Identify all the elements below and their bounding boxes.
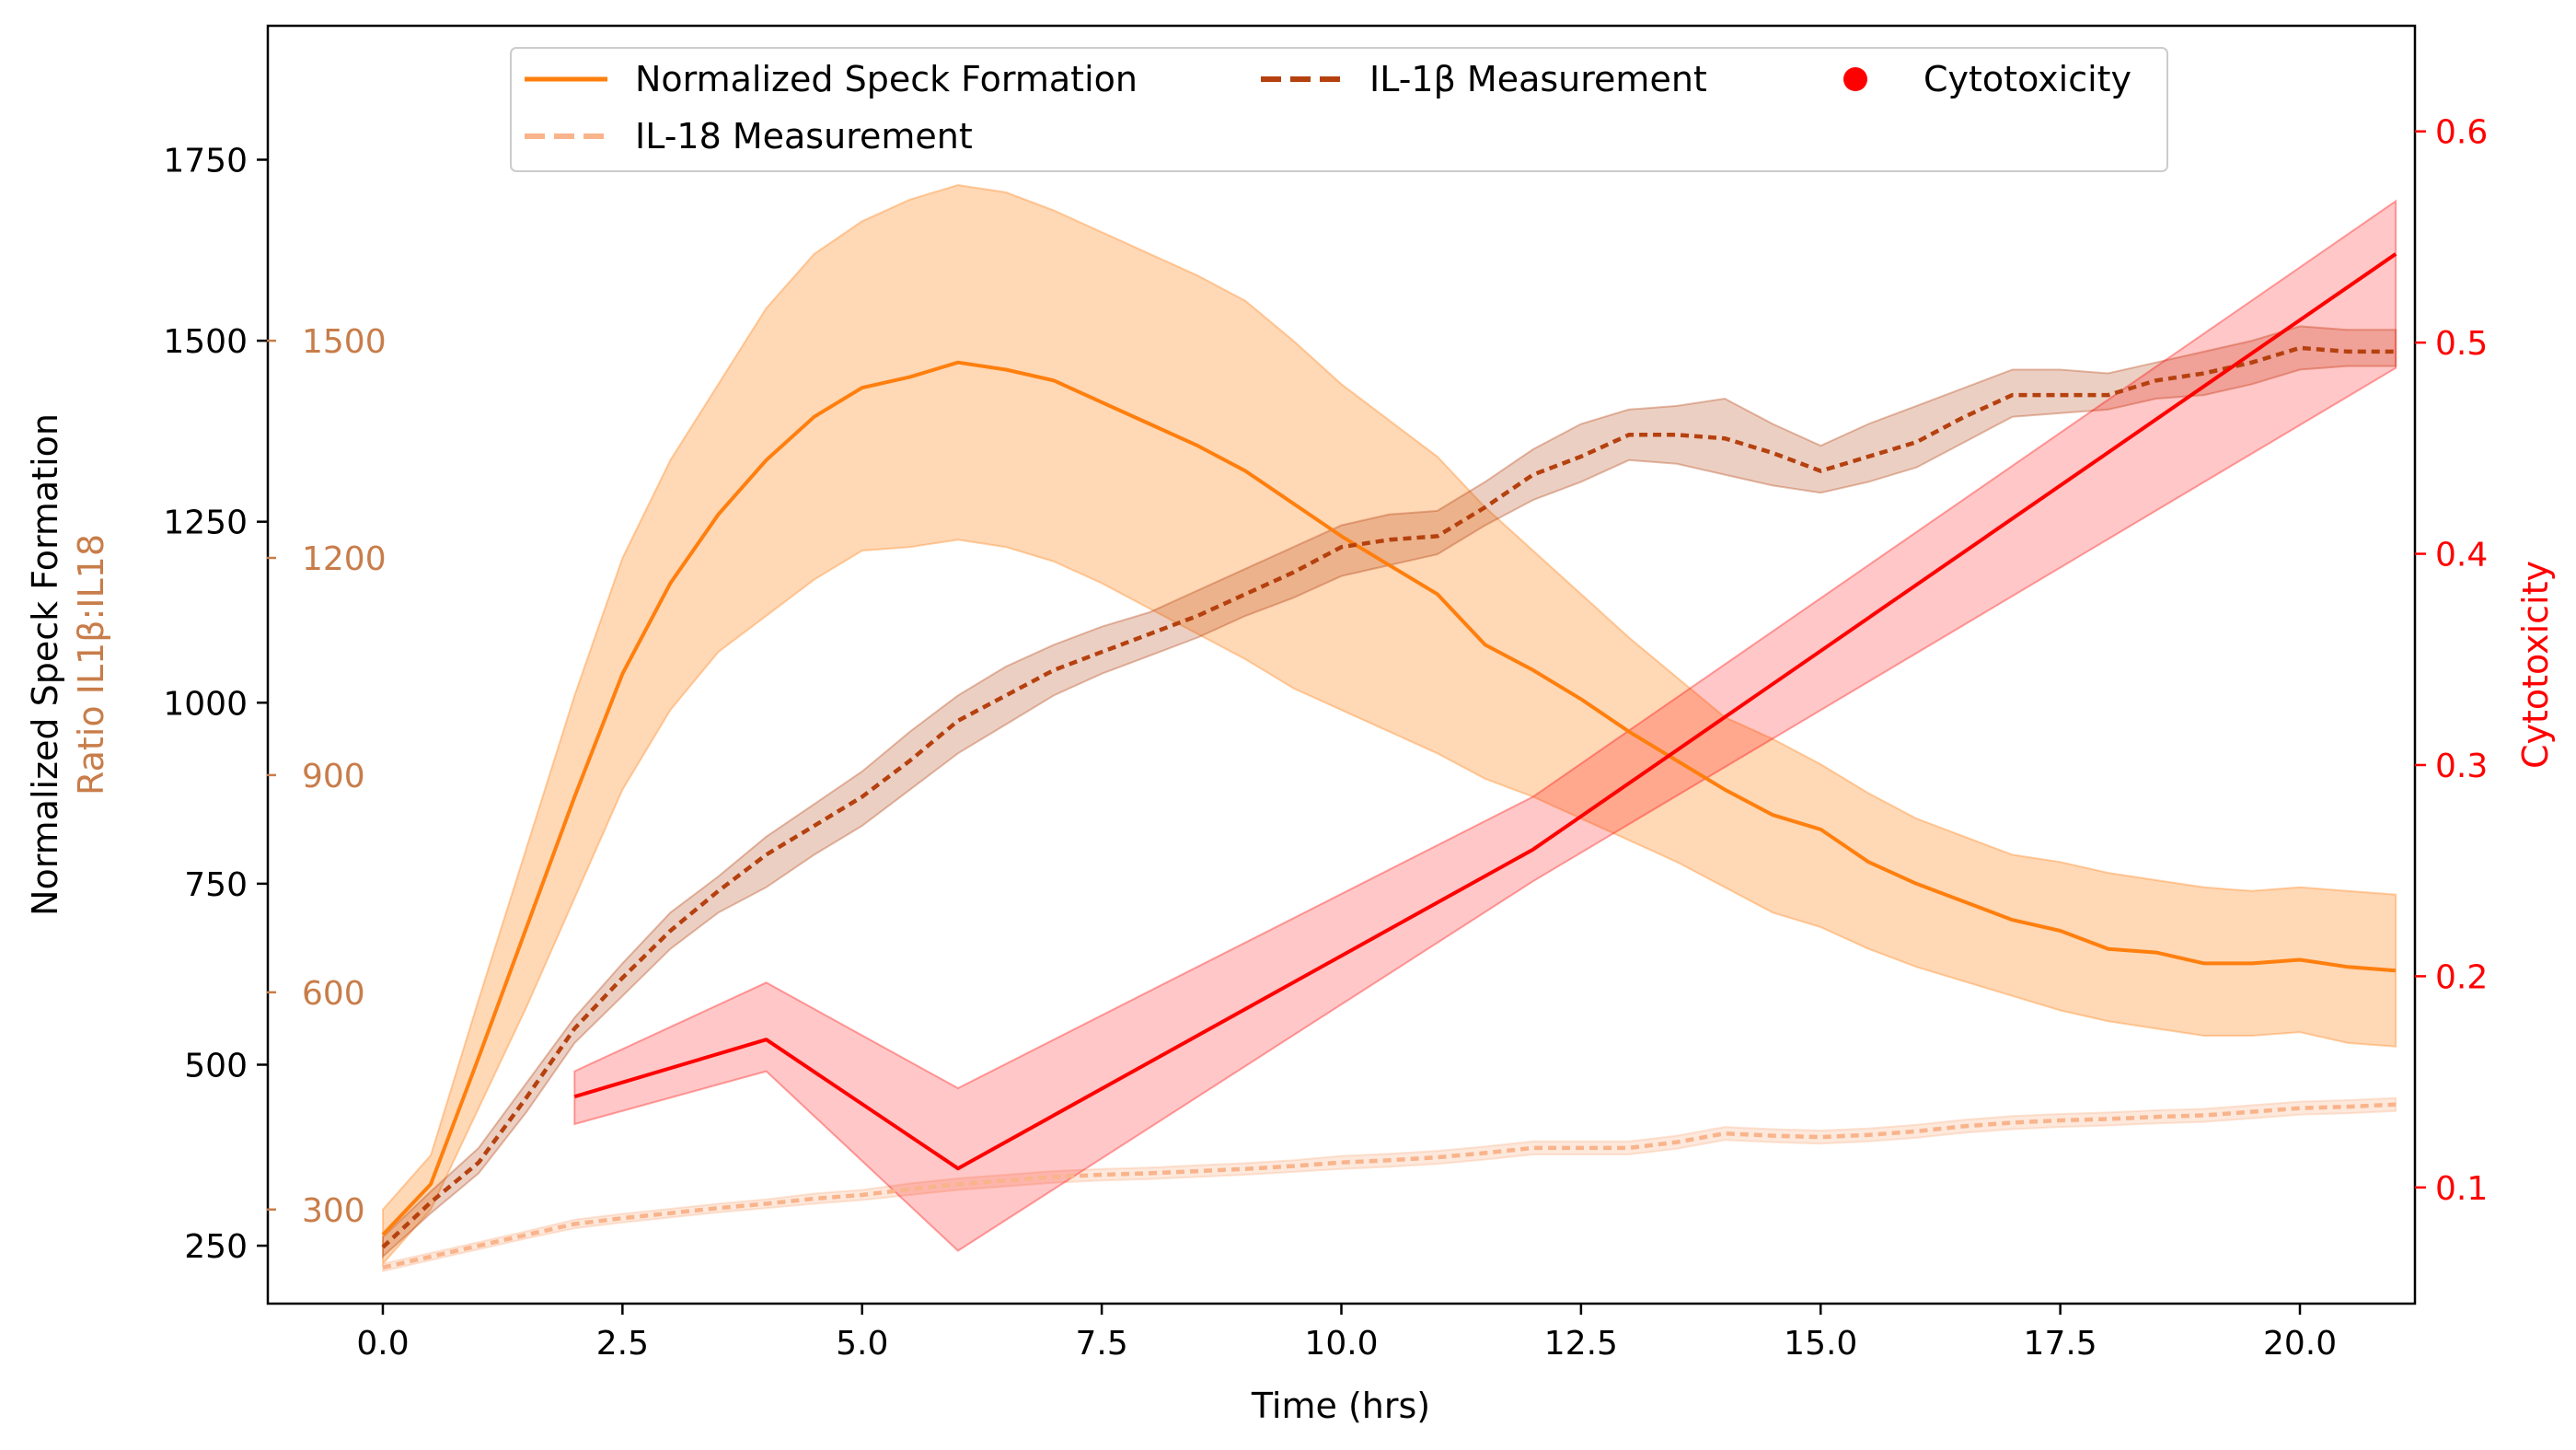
x-tick-label: 15.0 — [1784, 1325, 1857, 1363]
y-right-tick-label: 0.6 — [2435, 114, 2488, 152]
y-right-tick-label: 0.2 — [2435, 958, 2488, 996]
y-axis-left-title: Normalized Speck Formation — [25, 413, 65, 916]
y-right-tick-label: 0.5 — [2435, 325, 2488, 363]
legend-label-speck: Normalized Speck Formation — [635, 59, 1138, 99]
ratio-tick-label: 900 — [302, 758, 365, 795]
legend: Normalized Speck Formation IL-1β Measure… — [510, 47, 2168, 172]
band-normalized-speck-formation — [382, 183, 2397, 1267]
x-tick-label: 20.0 — [2263, 1325, 2337, 1363]
ratio-tick-label: 300 — [302, 1192, 365, 1230]
line-il-1-measurement — [381, 345, 2397, 1249]
y-left-tick-label: 250 — [184, 1228, 248, 1266]
x-tick-label: 5.0 — [836, 1325, 888, 1363]
x-axis-title: Time (hrs) — [1251, 1386, 1430, 1426]
line-il-18-measurement — [382, 1102, 2397, 1270]
y-left-tick-label: 500 — [184, 1047, 248, 1085]
y-left-tick-label: 1750 — [163, 142, 248, 180]
ratio-tick-label: 600 — [302, 975, 365, 1013]
legend-label-cytotoxicity: Cytotoxicity — [1923, 59, 2131, 99]
y-right-tick-label: 0.4 — [2435, 537, 2488, 574]
confidence-bands — [382, 183, 2397, 1272]
y-left-tick-label: 1000 — [163, 685, 248, 723]
y-axis-ratio: 300 600 900 1200 1500 — [267, 323, 387, 1230]
ratio-tick-label: 1200 — [302, 540, 387, 578]
ratio-tick-label: 1500 — [302, 323, 387, 361]
x-tick-label: 12.5 — [1544, 1325, 1618, 1363]
legend-swatch-cytotoxicity — [1843, 67, 1867, 91]
y-axis-right-title: Cytotoxicity — [2515, 561, 2556, 769]
x-tick-label: 10.0 — [1304, 1325, 1378, 1363]
series-lines — [381, 252, 2397, 1270]
x-tick-label: 0.0 — [356, 1325, 409, 1363]
y-axis-ratio-title: Ratio IL1β:IL18 — [71, 534, 111, 795]
band-cytotoxicity — [573, 199, 2397, 1252]
y-left-tick-label: 1500 — [163, 323, 248, 361]
x-axis: 0.0 2.5 5.0 7.5 10.0 12.5 15.0 17.5 20.0 — [356, 1304, 2337, 1363]
y-right-tick-label: 0.1 — [2435, 1170, 2488, 1208]
y-right-tick-label: 0.3 — [2435, 748, 2488, 785]
y-axis-right: 0.1 0.2 0.3 0.4 0.5 0.6 — [2415, 114, 2488, 1208]
x-tick-label: 7.5 — [1075, 1325, 1127, 1363]
y-left-tick-label: 1250 — [163, 505, 248, 542]
y-axis-left: 250 500 750 1000 1250 1500 1750 — [163, 142, 268, 1266]
line-normalized-speck-formation — [381, 360, 2397, 1236]
legend-frame — [510, 47, 2168, 172]
y-left-tick-label: 750 — [184, 866, 248, 904]
x-tick-label: 2.5 — [596, 1325, 649, 1363]
band-il-18-measurement — [382, 1096, 2397, 1272]
legend-label-il1b: IL-1β Measurement — [1369, 59, 1707, 99]
line-cytotoxicity — [573, 252, 2397, 1171]
legend-label-il18: IL-18 Measurement — [635, 116, 973, 157]
x-tick-label: 17.5 — [2024, 1325, 2097, 1363]
band-il-1-measurement — [382, 325, 2397, 1259]
